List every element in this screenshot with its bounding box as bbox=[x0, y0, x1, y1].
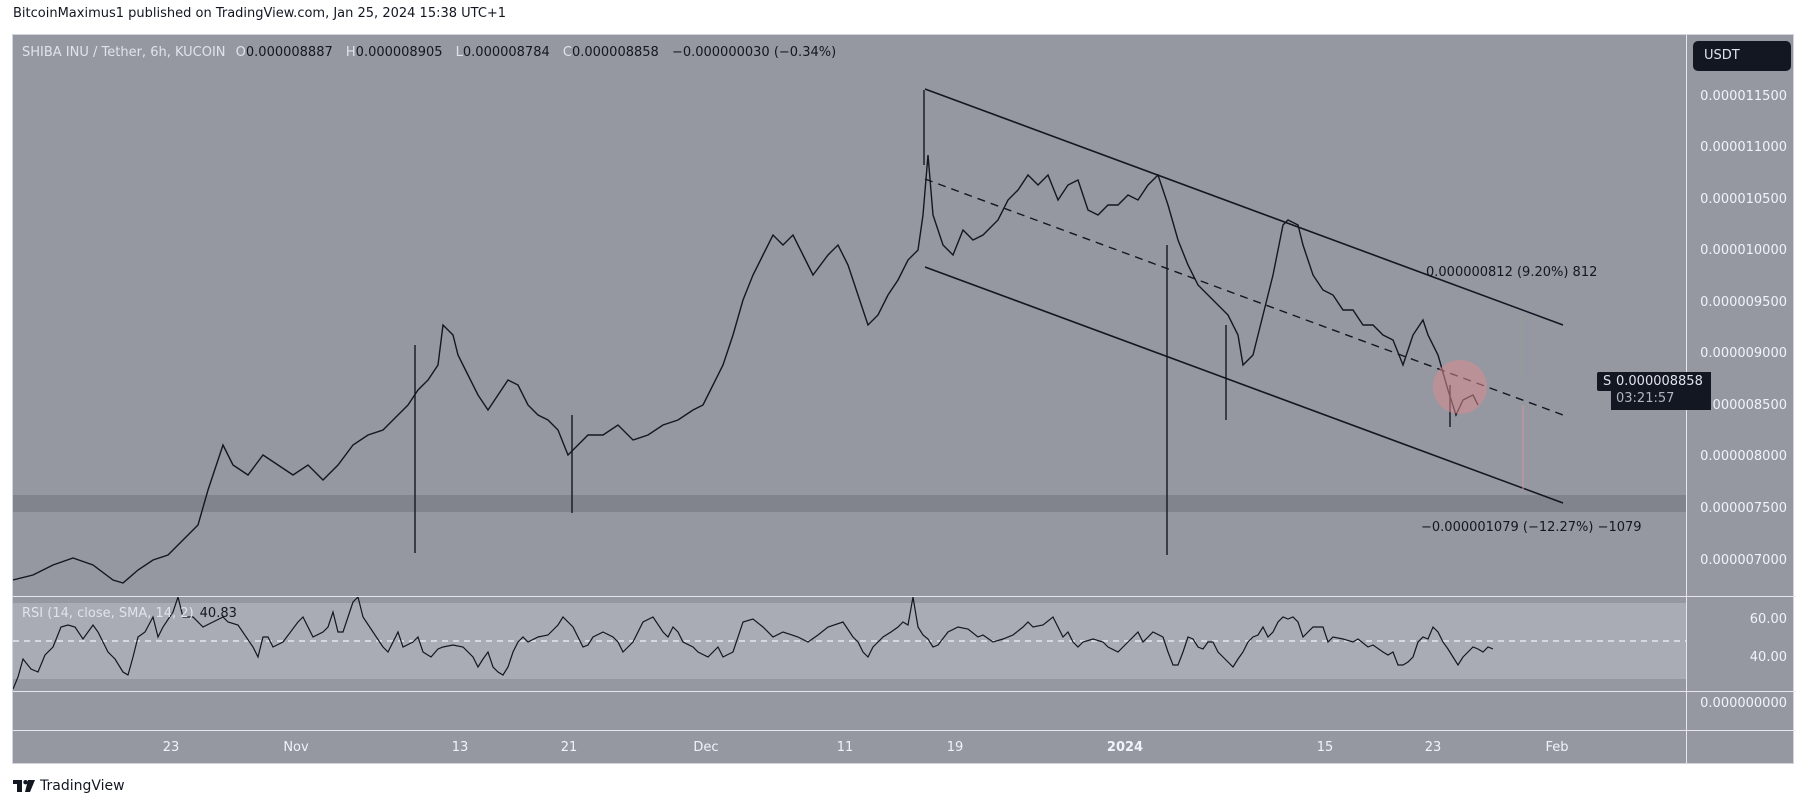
close-value: 0.000008858 bbox=[571, 45, 659, 60]
publish-line: BitcoinMaximus1 published on TradingView… bbox=[13, 6, 507, 21]
rsi-value: 40.83 bbox=[199, 606, 237, 621]
chart-frame: SHIBA INU / Tether, 6h, KUCOIN O0.000008… bbox=[12, 34, 1795, 765]
time-tick: 23 bbox=[162, 740, 180, 755]
highlight-circle bbox=[1433, 360, 1487, 414]
candlestick-chart bbox=[13, 88, 1686, 584]
channel-upper-line bbox=[924, 88, 1564, 326]
price-tick: 0.000008500 bbox=[1700, 398, 1787, 413]
price-path bbox=[13, 154, 1479, 584]
time-tick: 11 bbox=[836, 740, 854, 755]
empty-indicator-pane bbox=[13, 692, 1686, 730]
last-price: 0.000008858 bbox=[1616, 374, 1703, 389]
currency-button[interactable]: USDT bbox=[1693, 41, 1791, 71]
time-axis[interactable]: 23 Nov 13 21 Dec 11 19 2024 15 23 Feb bbox=[13, 731, 1686, 765]
price-tick: 0.000007000 bbox=[1700, 553, 1787, 568]
time-tick: 15 bbox=[1316, 740, 1334, 755]
price-tick: 0.000010000 bbox=[1700, 243, 1787, 258]
rsi-legend[interactable]: RSI (14, close, SMA, 14, 2) 40.83 bbox=[22, 606, 237, 621]
price-tick: 0.000009500 bbox=[1700, 295, 1787, 310]
rsi-label: RSI (14, close, SMA, 14, 2) bbox=[22, 606, 194, 621]
rsi-tick: 40.00 bbox=[1749, 650, 1787, 665]
time-tick-year: 2024 bbox=[1106, 740, 1144, 755]
price-tick: 0.000009000 bbox=[1700, 346, 1787, 361]
time-tick: 21 bbox=[560, 740, 578, 755]
rsi-chart bbox=[13, 597, 1686, 690]
last-price-tag: 0.000008858 03:21:57 bbox=[1611, 372, 1711, 410]
measure-label-upper: 0.000000812 (9.20%) 812 bbox=[1426, 265, 1598, 280]
price-tick: 0.000010500 bbox=[1700, 192, 1787, 207]
price-tick: 0.000008000 bbox=[1700, 449, 1787, 464]
rsi-tick: 60.00 bbox=[1749, 612, 1787, 627]
time-tick: 19 bbox=[946, 740, 964, 755]
pane-tick: 0.000000000 bbox=[1700, 696, 1787, 711]
open-value: 0.000008887 bbox=[245, 45, 333, 60]
channel-lower-line bbox=[924, 266, 1564, 504]
price-tick: 0.000011500 bbox=[1700, 89, 1787, 104]
price-pane[interactable]: SHIBA INU / Tether, 6h, KUCOIN O0.000008… bbox=[13, 35, 1686, 596]
support-zone bbox=[13, 495, 1686, 512]
rsi-pane[interactable]: RSI (14, close, SMA, 14, 2) 40.83 bbox=[13, 597, 1686, 691]
price-axis[interactable]: USDT 0.000011500 0.000011000 0.000010500… bbox=[1687, 35, 1795, 765]
tradingview-brand: TradingView bbox=[40, 778, 125, 794]
price-tick: 0.000007500 bbox=[1700, 501, 1787, 516]
tradingview-logo-icon bbox=[13, 780, 35, 792]
time-tick: 23 bbox=[1424, 740, 1442, 755]
price-tick: 0.000011000 bbox=[1700, 140, 1787, 155]
time-tick: Feb bbox=[1545, 740, 1569, 755]
high-value: 0.000008905 bbox=[355, 45, 443, 60]
time-tick: 13 bbox=[451, 740, 469, 755]
tradingview-logo[interactable]: TradingView bbox=[13, 778, 125, 794]
time-tick: Nov bbox=[283, 740, 309, 755]
measure-label-lower: −0.000001079 (−12.27%) −1079 bbox=[1421, 520, 1642, 535]
time-tick: Dec bbox=[693, 740, 719, 755]
symbol-legend[interactable]: SHIBA INU / Tether, 6h, KUCOIN O0.000008… bbox=[22, 45, 837, 60]
ticker-name: SHIBA INU / Tether, 6h, KUCOIN bbox=[22, 45, 226, 60]
low-value: 0.000008784 bbox=[462, 45, 550, 60]
rsi-line bbox=[13, 597, 1494, 690]
change-value: −0.000000030 (−0.34%) bbox=[671, 45, 837, 60]
bar-countdown: 03:21:57 bbox=[1616, 391, 1675, 406]
